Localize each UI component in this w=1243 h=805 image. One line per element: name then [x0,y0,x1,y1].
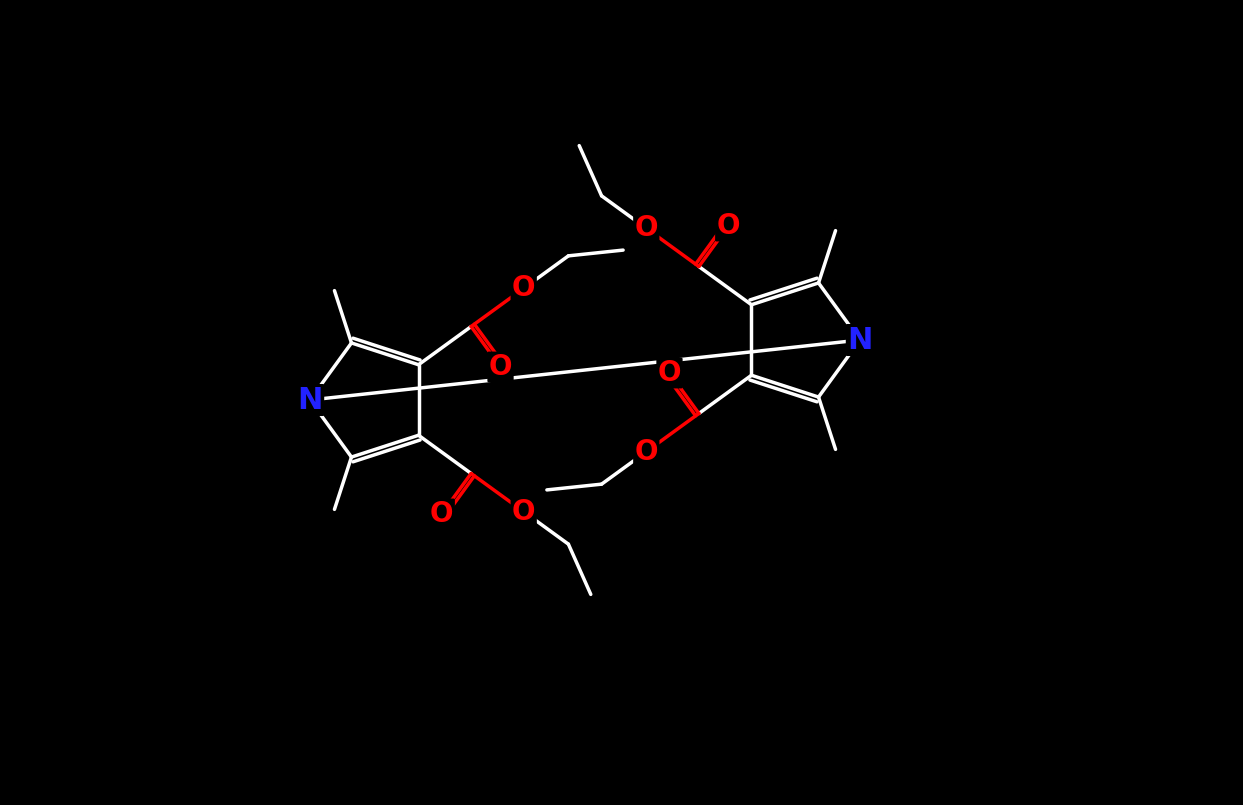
Text: O: O [658,359,681,387]
Text: N: N [297,386,323,415]
Text: O: O [716,212,740,240]
Text: O: O [430,500,454,528]
Text: O: O [634,214,658,242]
Text: O: O [488,353,512,381]
Text: N: N [848,325,873,354]
Text: O: O [512,497,536,526]
Text: O: O [512,275,536,303]
Text: O: O [634,438,658,465]
